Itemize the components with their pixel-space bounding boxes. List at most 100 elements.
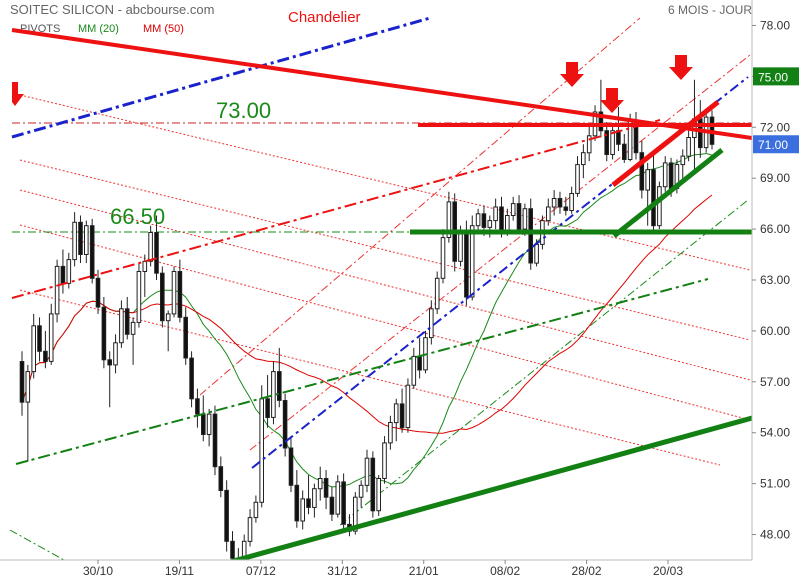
candle-down <box>212 413 218 468</box>
candle-down <box>43 350 48 362</box>
candle <box>376 475 381 516</box>
legend-item: MM (20) <box>78 23 119 35</box>
candle <box>551 190 557 216</box>
candle-down <box>224 489 229 542</box>
candle <box>323 470 329 510</box>
candle <box>312 483 317 518</box>
candle-up <box>546 206 551 222</box>
candle <box>622 134 627 163</box>
candle-up <box>136 271 142 323</box>
candle-up <box>458 232 463 262</box>
candle-up <box>493 206 498 222</box>
candle <box>657 181 662 230</box>
candle-up <box>312 488 317 508</box>
x-tick-label: 30/10 <box>83 564 113 578</box>
pivot-fan-line <box>19 159 751 341</box>
candle-down <box>19 361 25 403</box>
y-tick-label: 51.00 <box>760 477 790 491</box>
candle-down <box>464 232 469 298</box>
candle-down <box>218 466 224 492</box>
pivot-fan-line <box>19 189 751 381</box>
candle-down <box>95 277 101 308</box>
candle <box>43 330 48 369</box>
candle <box>277 347 282 408</box>
candle <box>19 351 25 416</box>
candle-up <box>113 342 118 366</box>
candle <box>393 398 399 442</box>
candle <box>300 490 305 530</box>
candle-up <box>534 243 539 264</box>
candle <box>598 79 604 138</box>
candle <box>563 196 569 216</box>
candle-down <box>329 496 335 515</box>
candle-up <box>610 130 615 155</box>
candle-down <box>323 478 329 498</box>
candle <box>306 475 311 515</box>
red-trend-dashdot <box>11 119 661 299</box>
candle <box>358 480 364 508</box>
candle <box>651 151 656 233</box>
candle-up <box>206 413 212 436</box>
legend-item: MM (50) <box>143 23 184 35</box>
candle-down <box>306 498 311 508</box>
signal-arrows <box>12 55 693 113</box>
candle <box>37 317 42 362</box>
candle <box>493 198 498 230</box>
red-rising-segment <box>611 100 720 187</box>
candle-down <box>651 169 656 227</box>
y-tick-label: 63.00 <box>760 273 790 287</box>
candle-up <box>429 308 434 339</box>
candle <box>429 300 434 345</box>
candle <box>66 252 72 289</box>
candle <box>72 212 77 267</box>
candle <box>259 385 264 508</box>
candle-up <box>130 321 136 335</box>
y-tick-label: 60.00 <box>760 324 790 338</box>
candle-up <box>434 277 440 310</box>
candle-up <box>440 237 446 279</box>
candle <box>142 254 148 297</box>
candle <box>119 300 124 348</box>
y-tick-label: 72.00 <box>760 120 790 134</box>
candle-up <box>680 155 686 166</box>
candle-up <box>487 220 493 228</box>
candle <box>469 215 475 301</box>
candle <box>388 415 393 450</box>
candle-down <box>622 143 627 160</box>
candle-up <box>686 137 691 157</box>
candle-up <box>358 484 364 498</box>
candle-up <box>388 422 393 444</box>
candle <box>382 436 387 484</box>
candle-down <box>107 359 113 366</box>
candle <box>101 296 107 369</box>
annotation-66-50: 66.50 <box>110 204 165 229</box>
y-tick-label: 54.00 <box>760 426 790 440</box>
candle-up <box>72 221 77 261</box>
candle-down <box>177 271 183 318</box>
candle <box>253 495 259 523</box>
x-tick-label: 20/03 <box>653 564 683 578</box>
candle-down <box>230 540 235 559</box>
candle-down <box>481 213 487 228</box>
y-axis: 48.00 51.00 54.00 57.00 60.00 63.00 66.00 69.00… <box>751 0 790 560</box>
candle-down <box>528 208 534 264</box>
candle <box>78 215 83 264</box>
candle <box>364 449 370 493</box>
candle <box>575 156 580 197</box>
candle-down <box>516 203 522 230</box>
candle-down <box>160 272 165 322</box>
candle-down <box>668 162 674 189</box>
candle-down <box>294 484 300 522</box>
candle-up <box>376 478 381 512</box>
candle-down <box>499 206 504 232</box>
annotation-73: 73.00 <box>216 98 271 123</box>
candle <box>546 198 551 226</box>
candle-down <box>557 198 563 208</box>
candle <box>440 229 446 284</box>
candle-up <box>271 371 276 418</box>
candle <box>189 351 194 408</box>
candle-up <box>171 271 177 315</box>
candle <box>434 271 440 314</box>
candle <box>294 470 300 528</box>
candle-up <box>446 201 452 238</box>
